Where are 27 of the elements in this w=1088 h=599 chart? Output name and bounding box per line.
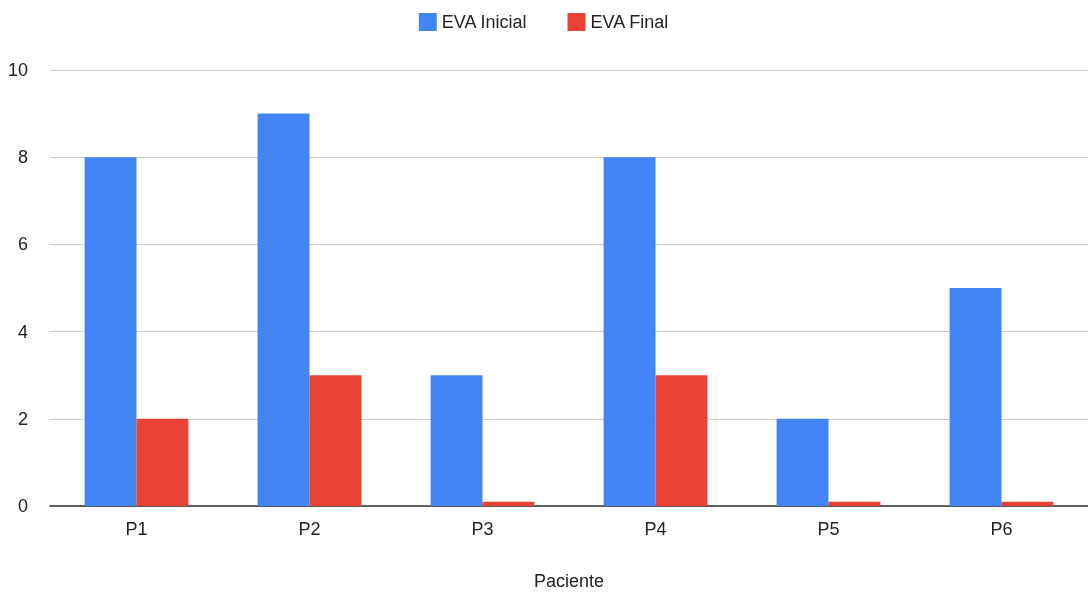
x-tick-label: P1: [125, 519, 148, 539]
bar: [828, 501, 881, 506]
y-tick-label: 4: [17, 321, 28, 342]
bar: [482, 501, 535, 506]
x-tick-label: P4: [644, 519, 667, 539]
legend-label: EVA Final: [590, 12, 669, 32]
x-tick-label: P5: [817, 519, 840, 539]
legend-label: EVA Inicial: [441, 12, 527, 32]
x-axis-title: Paciente: [533, 571, 605, 591]
bar: [603, 157, 656, 506]
bar: [84, 157, 137, 506]
y-tick-label: 0: [17, 496, 28, 516]
bar: [136, 418, 189, 506]
bar: [1001, 501, 1054, 506]
bar: [949, 288, 1002, 506]
x-tick-label: P3: [471, 519, 494, 539]
y-tick-label: 2: [17, 408, 28, 429]
x-tick-label: P2: [298, 519, 321, 539]
bar: [257, 113, 310, 506]
y-tick-label: 10: [7, 60, 28, 80]
y-tick-label: 8: [17, 147, 28, 168]
bar: [430, 375, 483, 506]
x-tick-label: P6: [990, 519, 1013, 539]
bar: [655, 375, 708, 506]
bar: [309, 375, 362, 506]
bar: [776, 418, 829, 506]
y-tick-label: 6: [17, 234, 28, 255]
